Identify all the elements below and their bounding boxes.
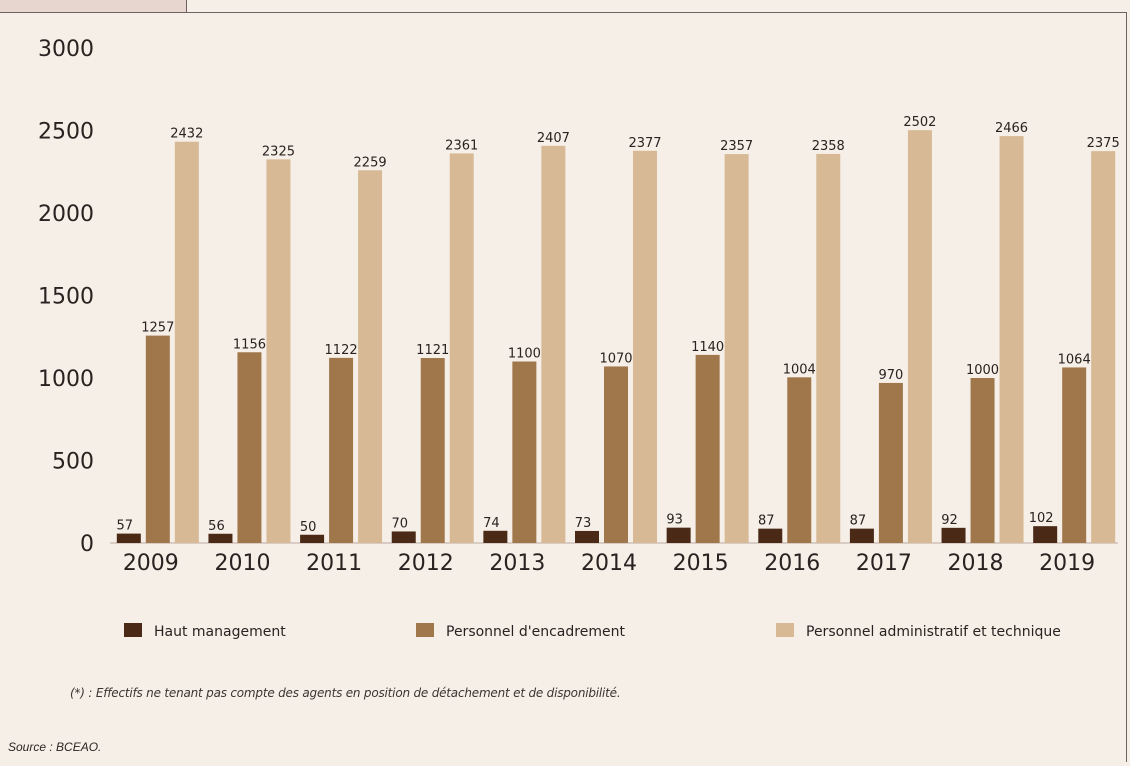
data-label-2016-series-0: 87 bbox=[758, 514, 775, 529]
bar-2016-series-1 bbox=[787, 377, 812, 543]
bar-2015-series-2 bbox=[724, 154, 749, 543]
bar-2010-series-0 bbox=[208, 533, 233, 543]
x-axis: 2009 2010 2011 2012 2013 2014 2015 2016 2017 2018… bbox=[123, 551, 1095, 576]
bar-2018-series-2 bbox=[999, 136, 1024, 544]
bar-2016-series-0 bbox=[758, 528, 783, 543]
x-tick-label-2009: 2009 bbox=[123, 551, 179, 576]
data-label-2013-series-0: 74 bbox=[483, 516, 500, 531]
x-tick-label-2017: 2017 bbox=[856, 551, 912, 576]
chart-frame bbox=[0, 12, 1127, 762]
data-label-2015-series-0: 93 bbox=[666, 513, 683, 528]
data-label-2018-series-2: 2466 bbox=[995, 121, 1028, 136]
data-label-2017-series-1: 970 bbox=[878, 368, 903, 383]
data-label-2009-series-1: 1257 bbox=[141, 321, 174, 336]
bar-2017-series-2 bbox=[907, 130, 932, 544]
data-label-2011-series-1: 1122 bbox=[325, 343, 358, 358]
data-label-2013-series-1: 1100 bbox=[508, 347, 541, 362]
data-label-2016-series-1: 1004 bbox=[783, 362, 816, 377]
x-tick-label-2012: 2012 bbox=[398, 551, 454, 576]
y-tick-label-0: 0 bbox=[80, 532, 94, 557]
data-label-2017-series-2: 2502 bbox=[903, 115, 936, 130]
bar-2016-series-2 bbox=[816, 153, 841, 543]
y-tick-label-6: 3000 bbox=[38, 37, 94, 62]
legend-label-1: Personnel d'encadrement bbox=[446, 624, 625, 640]
data-label-2011-series-2: 2259 bbox=[354, 155, 387, 170]
bar-2015-series-1 bbox=[695, 354, 720, 543]
data-label-2015-series-1: 1140 bbox=[691, 340, 724, 355]
data-label-2019-series-1: 1064 bbox=[1058, 352, 1091, 367]
bar-2010-series-1 bbox=[237, 352, 262, 543]
bar-2012-series-2 bbox=[449, 153, 474, 543]
y-tick-label-2: 1000 bbox=[38, 367, 94, 392]
bar-2019-series-2 bbox=[1091, 151, 1116, 543]
data-label-2009-series-2: 2432 bbox=[170, 127, 203, 142]
data-label-2010-series-1: 1156 bbox=[233, 337, 266, 352]
bar-2017-series-0 bbox=[849, 528, 874, 543]
legend-label-2: Personnel administratif et technique bbox=[806, 624, 1061, 640]
bar-2015-series-0 bbox=[666, 527, 691, 543]
bar-2013-series-0 bbox=[483, 530, 508, 543]
bar-2018-series-0 bbox=[941, 527, 966, 543]
data-label-2014-series-1: 1070 bbox=[599, 351, 632, 366]
bar-2014-series-1 bbox=[604, 366, 628, 543]
y-axis: 0 500 1000 1500 2000 2500 3000 bbox=[38, 37, 1118, 557]
y-tick-label-5: 2500 bbox=[38, 120, 94, 145]
data-label-2011-series-0: 50 bbox=[300, 520, 317, 535]
bar-2009-series-0 bbox=[116, 533, 141, 543]
data-label-2018-series-1: 1000 bbox=[966, 363, 999, 378]
frame-divider bbox=[186, 0, 187, 13]
legend-swatch-2 bbox=[776, 623, 794, 637]
x-tick-label-2019: 2019 bbox=[1039, 551, 1095, 576]
bar-2013-series-1 bbox=[512, 361, 537, 543]
data-label-2019-series-0: 102 bbox=[1029, 511, 1054, 526]
data-label-2019-series-2: 2375 bbox=[1087, 136, 1120, 151]
legend-label-0: Haut management bbox=[154, 624, 286, 640]
data-label-2014-series-0: 73 bbox=[575, 516, 592, 531]
data-label-2013-series-2: 2407 bbox=[537, 131, 570, 146]
bar-2012-series-0 bbox=[391, 531, 416, 543]
bar-2019-series-1 bbox=[1062, 367, 1087, 543]
x-tick-label-2011: 2011 bbox=[306, 551, 362, 576]
x-tick-label-2014: 2014 bbox=[581, 551, 637, 576]
data-label-2014-series-2: 2377 bbox=[628, 136, 661, 151]
data-label-2015-series-2: 2357 bbox=[720, 139, 753, 154]
bar-2010-series-2 bbox=[266, 159, 291, 543]
bar-2019-series-0 bbox=[1033, 526, 1058, 543]
x-tick-label-2018: 2018 bbox=[948, 551, 1004, 576]
y-tick-label-1: 500 bbox=[52, 450, 94, 475]
source-note: Source : BCEAO. bbox=[8, 740, 102, 754]
data-label-2010-series-0: 56 bbox=[208, 519, 225, 534]
data-label-2016-series-2: 2358 bbox=[812, 139, 845, 154]
data-label-2012-series-0: 70 bbox=[391, 516, 408, 531]
bar-2018-series-1 bbox=[970, 378, 995, 543]
data-label-2012-series-1: 1121 bbox=[416, 343, 449, 358]
y-tick-label-4: 2000 bbox=[38, 202, 94, 227]
x-tick-label-2010: 2010 bbox=[214, 551, 270, 576]
legend-swatch-0 bbox=[124, 623, 142, 637]
x-tick-label-2016: 2016 bbox=[764, 551, 820, 576]
bar-2014-series-0 bbox=[575, 530, 599, 543]
bar-2013-series-2 bbox=[541, 145, 566, 543]
legend: Haut management Personnel d'encadrement Pe… bbox=[124, 623, 1061, 640]
x-tick-label-2015: 2015 bbox=[673, 551, 729, 576]
bar-2009-series-2 bbox=[174, 141, 199, 543]
y-tick-label-3: 1500 bbox=[38, 285, 94, 310]
bar-2011-series-1 bbox=[329, 357, 354, 543]
bar-2011-series-2 bbox=[358, 170, 383, 543]
x-tick-label-2013: 2013 bbox=[489, 551, 545, 576]
bar-2014-series-2 bbox=[633, 150, 657, 544]
data-label-2009-series-0: 57 bbox=[117, 519, 134, 534]
bar-2009-series-1 bbox=[145, 335, 170, 543]
bar-groups: 57 1257 2432 56 1156 2325 50 1122 2259 70 1121 2361… bbox=[116, 115, 1120, 544]
legend-swatch-1 bbox=[416, 623, 434, 637]
bar-2011-series-0 bbox=[300, 534, 325, 543]
bar-2012-series-1 bbox=[420, 358, 445, 543]
data-label-2010-series-2: 2325 bbox=[262, 144, 295, 159]
data-label-2012-series-2: 2361 bbox=[445, 138, 478, 153]
data-label-2017-series-0: 87 bbox=[850, 514, 867, 529]
footnote: (*) : Effectifs ne tenant pas compte des… bbox=[70, 686, 621, 700]
data-label-2018-series-0: 92 bbox=[941, 513, 958, 528]
bar-2017-series-1 bbox=[878, 382, 903, 543]
